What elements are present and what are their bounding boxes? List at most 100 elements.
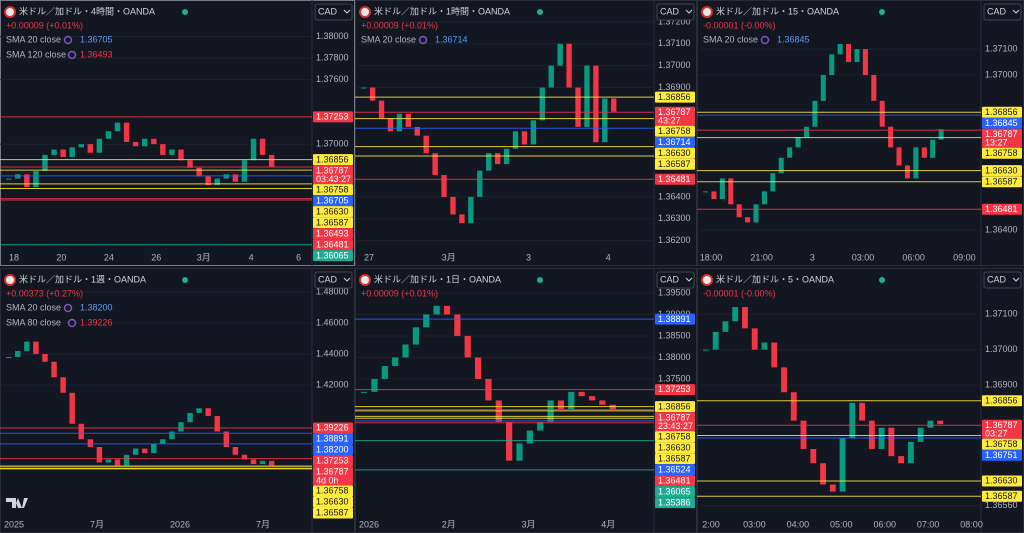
y-tick-label: 1.44000: [316, 348, 349, 358]
x-tick-label: 4: [606, 252, 611, 262]
indicator-name[interactable]: SMA 20 close: [361, 34, 416, 44]
candle: [871, 74, 877, 101]
currency-label[interactable]: CAD: [987, 6, 1007, 16]
indicator-value: 1.36705: [80, 34, 113, 44]
price-change: -0.00001 (-0.00%): [703, 288, 776, 298]
x-tick-label: 06:00: [873, 519, 896, 529]
candle: [927, 420, 934, 428]
symbol-title[interactable]: 米ドル／加ドル・1週・OANDA: [19, 273, 146, 284]
price-label-box: [982, 475, 1022, 487]
countdown-label: 03:27: [985, 429, 1008, 439]
indicator-value: 1.38200: [80, 302, 113, 312]
candle: [361, 391, 368, 393]
price-label-box: [655, 136, 695, 148]
status-dot: [537, 277, 543, 283]
price-label: 1.36856: [658, 401, 691, 411]
candle: [223, 431, 230, 448]
price-label-box: [655, 147, 695, 159]
price-label: 1.36587: [658, 453, 691, 463]
indicator-name[interactable]: SMA 20 close: [703, 34, 758, 44]
candle: [268, 460, 275, 466]
candle: [593, 65, 599, 143]
symbol-title[interactable]: 米ドル／加ドル・5・OANDA: [716, 273, 834, 284]
price-label-box: [982, 449, 1022, 461]
candle: [937, 420, 944, 425]
candle: [441, 175, 447, 197]
currency-label[interactable]: CAD: [660, 274, 680, 284]
currency-button[interactable]: [656, 271, 695, 289]
indicator-name[interactable]: SMA 120 close: [6, 49, 66, 59]
currency-label[interactable]: CAD: [987, 274, 1007, 284]
candle: [862, 49, 868, 75]
currency-label[interactable]: CAD: [318, 6, 338, 16]
price-label-box: [313, 422, 353, 434]
indicator-name[interactable]: SMA 20 close: [6, 34, 61, 44]
candle: [60, 149, 66, 158]
price-label: 1.36787: [658, 412, 691, 422]
candle: [711, 191, 717, 200]
price-label-box: [313, 466, 353, 486]
price-label: 1.36481: [658, 475, 691, 485]
candle: [96, 447, 103, 463]
symbol-title[interactable]: 米ドル／加ドル・15・OANDA: [716, 5, 839, 16]
currency-label[interactable]: CAD: [660, 6, 680, 16]
symbol-flag: [359, 6, 371, 18]
candle: [599, 400, 606, 405]
price-label-box: [313, 496, 353, 508]
price-change: +0.00009 (+0.01%): [361, 20, 438, 30]
y-tick-label: 1.38000: [316, 31, 349, 41]
x-tick-label: 3月: [197, 252, 211, 262]
currency-button[interactable]: [656, 3, 695, 21]
price-label: 1.36630: [985, 476, 1018, 486]
panel[interactable]: [0, 268, 355, 533]
candle: [392, 357, 399, 367]
symbol-title[interactable]: 米ドル／加ドル・1時間・OANDA: [374, 5, 510, 16]
panel[interactable]: [0, 0, 355, 266]
currency-label[interactable]: CAD: [318, 274, 338, 284]
panel[interactable]: [355, 268, 697, 533]
currency-button[interactable]: [314, 3, 353, 21]
price-label-box: [655, 486, 695, 498]
currency-caret: [343, 277, 351, 282]
candle: [250, 459, 257, 465]
candle: [459, 214, 465, 224]
price-label-box: [313, 250, 353, 262]
symbol-title[interactable]: 米ドル／加ドル・4時間・OANDA: [19, 5, 155, 16]
candle: [51, 149, 57, 155]
indicator-name[interactable]: SMA 80 close: [6, 317, 61, 327]
price-label: 1.36065: [658, 486, 691, 496]
symbol-flag: [4, 6, 16, 18]
x-tick-label: 21:00: [750, 252, 773, 262]
candle: [761, 191, 767, 205]
candle: [566, 43, 572, 88]
candle: [829, 54, 835, 75]
price-label-box: [982, 147, 1022, 159]
candle: [468, 196, 474, 224]
candle: [771, 342, 778, 368]
price-label: 1.37253: [316, 112, 349, 122]
candle: [214, 178, 220, 186]
x-tick-label: 3: [526, 252, 531, 262]
x-tick-label: 06:00: [902, 252, 925, 262]
currency-button[interactable]: [983, 3, 1022, 21]
currency-button[interactable]: [314, 271, 353, 289]
candle: [169, 149, 175, 155]
x-tick-label: 2月: [442, 519, 456, 529]
currency-button[interactable]: [983, 271, 1022, 289]
x-tick-label: 18: [9, 252, 19, 262]
candle: [859, 402, 866, 421]
price-label-box: [313, 217, 353, 229]
candle: [6, 178, 12, 180]
panel[interactable]: [697, 0, 1024, 266]
indicator-name[interactable]: SMA 20 close: [6, 302, 61, 312]
symbol-title[interactable]: 米ドル／加ドル・1日・OANDA: [374, 273, 501, 284]
price-label-box: [313, 228, 353, 240]
indicator-icon: [63, 303, 73, 313]
y-tick-label: 1.36400: [985, 225, 1018, 235]
y-tick-label: 1.38000: [658, 352, 691, 362]
candle: [105, 131, 112, 139]
candle: [907, 441, 914, 464]
candle: [506, 421, 513, 461]
price-label: 1.38200: [316, 445, 349, 455]
candle: [703, 349, 709, 351]
